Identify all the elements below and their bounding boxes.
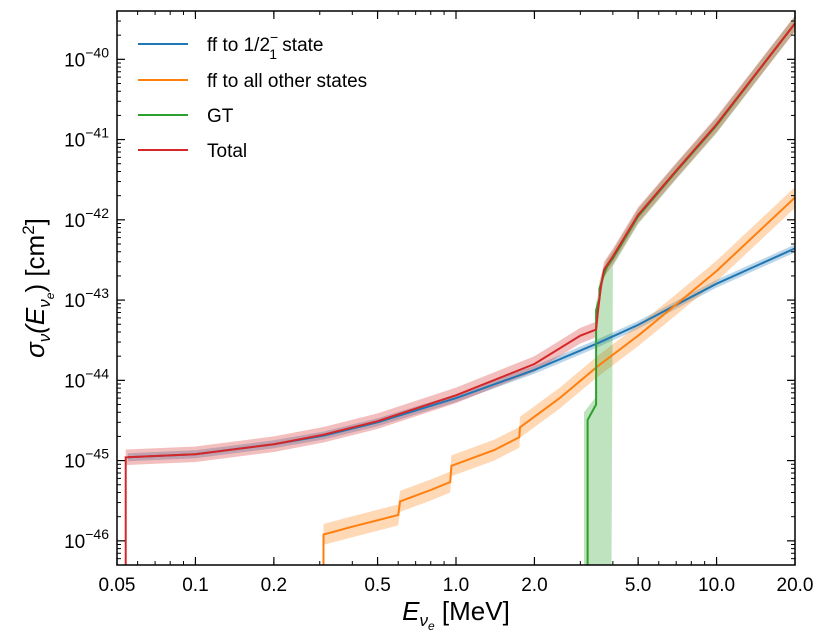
legend-label-gt: GT [207,106,234,127]
legend-label-ff-other: ff to all other states [207,71,367,92]
series-line-ff-other [322,196,796,565]
y-tick-label: 10−41 [64,125,109,152]
x-tick-label: 0.1 [182,575,208,596]
x-tick-label: 0.2 [261,575,287,596]
y-tick-label: 10−43 [64,285,109,312]
x-axis: 0.05 0.1 0.2 0.5 1.0 2.0 5.0 10.0 20.0 [99,11,814,596]
legend-entry-total: Total [138,141,247,162]
y-tick-label: 10−45 [64,446,109,473]
x-tick-label: 2.0 [521,575,547,596]
legend: ff to 1/2− 1 state ff to all other states… [138,29,367,162]
uncertainty-bands [125,15,796,565]
x-tick-label: 20.0 [777,575,814,596]
y-tick-label: 10−40 [64,44,109,71]
legend-label-ff-half: ff to 1/2− 1 state [207,29,324,62]
y-tick-label: 10−42 [64,205,109,232]
y-axis-label: σν(Eνe) [cm2] [19,218,57,358]
band-ff-other [323,187,795,545]
legend-entry-gt: GT [138,106,234,127]
legend-label-total: Total [207,141,247,162]
y-tick-label: 10−44 [64,365,109,392]
band-ff-half [127,244,796,462]
series-line-total [124,22,796,565]
series-lines [124,22,796,565]
legend-entry-ff-other: ff to all other states [138,71,367,92]
y-axis: 10−46 10−45 10−44 10−43 10−42 10−41 10−40 [64,10,795,566]
legend-entry-ff-half: ff to 1/2− 1 state [138,29,324,62]
y-tick-label: 10−46 [64,526,109,553]
x-tick-label: 10.0 [698,575,735,596]
x-tick-label: 1.0 [443,575,469,596]
x-axis-label: Eνe [MeV] [402,596,510,633]
band-gt [584,15,795,565]
x-tick-label: 0.05 [99,575,136,596]
x-tick-label: 0.5 [364,575,390,596]
x-tick-label: 5.0 [625,575,651,596]
